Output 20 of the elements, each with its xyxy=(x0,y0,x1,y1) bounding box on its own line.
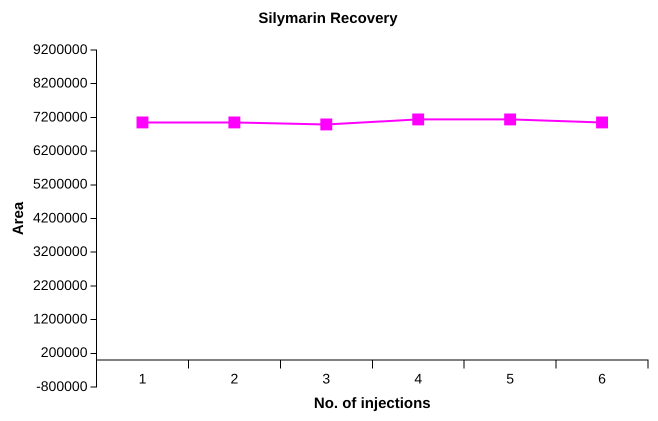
x-tick-label: 2 xyxy=(230,370,238,386)
y-tick-label: 1200000 xyxy=(32,310,88,326)
y-tick-label: 2200000 xyxy=(32,276,88,293)
x-tick-label: 6 xyxy=(598,370,606,386)
y-tick-label: 8200000 xyxy=(32,74,88,91)
y-axis-title: Area xyxy=(10,201,28,236)
y-tick-label: 6200000 xyxy=(32,142,88,158)
x-axis-title: No. of injections xyxy=(314,394,431,412)
y-tick-label: -800000 xyxy=(36,378,88,394)
x-tick-label: 3 xyxy=(322,370,330,386)
y-tick-label: 9200000 xyxy=(32,40,88,57)
x-tick-label: 5 xyxy=(506,370,514,386)
y-tick-label: 7200000 xyxy=(32,108,88,124)
y-tick-label: 3200000 xyxy=(32,243,88,260)
y-tick-label: 4200000 xyxy=(32,209,88,226)
y-tick-label: 200000 xyxy=(40,344,88,360)
chart-title: Silymarin Recovery xyxy=(258,10,398,28)
x-tick-label: 1 xyxy=(138,370,147,386)
y-tick-label: 5200000 xyxy=(32,176,88,192)
x-tick-label: 4 xyxy=(414,370,422,386)
